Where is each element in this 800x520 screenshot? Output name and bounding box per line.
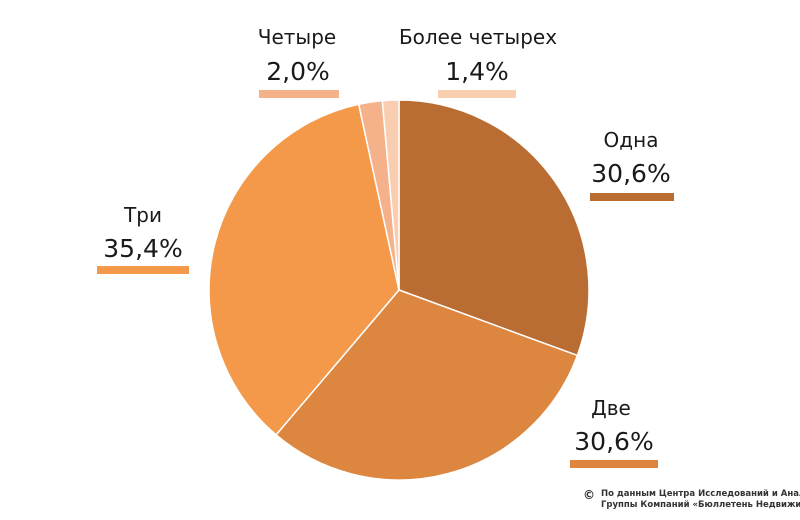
pie-slice-5 — [381, 99, 400, 291]
slice-label-name-5: Более четырех — [399, 25, 557, 49]
slice-label-value-1: 30,6% — [591, 159, 670, 188]
slice-label-name-1: Одна — [604, 128, 659, 152]
slice-label-name-2: Две — [591, 396, 631, 420]
pie-slice-3 — [208, 103, 400, 436]
slice-label-swatch-5 — [438, 90, 516, 98]
pie-slices — [208, 99, 590, 481]
slice-label-value-3: 35,4% — [103, 234, 182, 263]
pie-slice-2 — [275, 289, 579, 481]
source-line-1: По данным Центра Исследований и Аналитик… — [601, 489, 800, 499]
slice-label-swatch-4 — [259, 90, 339, 98]
slice-label-swatch-2 — [570, 460, 658, 468]
slice-label-value-4: 2,0% — [266, 57, 330, 86]
slice-label-swatch-3 — [97, 266, 189, 274]
source-line-2: Группы Компаний «Бюллетень Недвижимости» — [601, 500, 800, 510]
slice-label-name-3: Три — [123, 203, 162, 227]
slice-label-value-2: 30,6% — [574, 427, 653, 456]
slice-label-value-5: 1,4% — [445, 57, 509, 86]
copyright-icon: © — [583, 488, 595, 502]
source-text: По данным Центра Исследований и Аналитик… — [601, 489, 800, 511]
pie-labels: Одна 30,6% Две 30,6% Три 35,4% Четыре 2,0% Более… — [97, 25, 674, 468]
slice-label-name-4: Четыре — [258, 25, 336, 49]
source-note: © По данным Центра Исследований и Аналит… — [583, 488, 800, 511]
slice-label-swatch-1 — [590, 193, 674, 201]
pie-slice-1 — [398, 99, 590, 357]
